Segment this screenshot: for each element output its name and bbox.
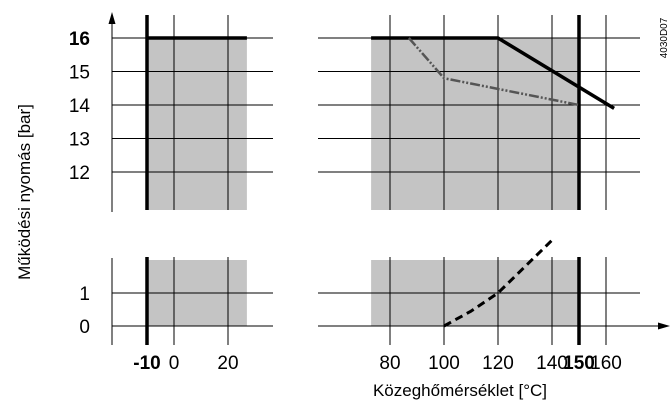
series-line-dashed-3 bbox=[443, 239, 554, 328]
y-tick-label: 14 bbox=[69, 96, 91, 117]
y-axis-arrow bbox=[108, 12, 116, 24]
data-series bbox=[147, 36, 616, 328]
x-tick-label: 150 bbox=[563, 353, 595, 374]
x-tick-label: 80 bbox=[379, 353, 400, 374]
shaded-region-1 bbox=[371, 38, 579, 210]
shaded-areas bbox=[147, 38, 579, 326]
shaded-region-0 bbox=[147, 38, 247, 210]
y-tick-label: 1 bbox=[79, 284, 90, 305]
x-tick-label: 140 bbox=[536, 353, 568, 374]
axes bbox=[108, 12, 670, 345]
series-line-dash-dot-2 bbox=[407, 37, 580, 107]
y-tick-label: 16 bbox=[69, 29, 90, 50]
x-tick-label: 160 bbox=[590, 353, 622, 374]
y-tick-label: 13 bbox=[69, 130, 90, 151]
x-tick-label: -10 bbox=[133, 353, 160, 374]
x-tick-label: 20 bbox=[217, 353, 238, 374]
y-axis-title: Működési nyomás [bar] bbox=[15, 104, 34, 280]
x-axis-title: Közeghőmérséklet [°C] bbox=[373, 381, 547, 400]
x-tick-label: 120 bbox=[482, 353, 514, 374]
y-tick-label: 12 bbox=[69, 163, 90, 184]
x-axis-arrow bbox=[658, 322, 670, 330]
series-line-solid-1 bbox=[371, 36, 616, 110]
x-tick-label: 0 bbox=[169, 353, 180, 374]
x-tick-label: 100 bbox=[428, 353, 460, 374]
y-tick-label: 0 bbox=[79, 317, 90, 338]
y-tick-label: 15 bbox=[69, 63, 90, 84]
figure-code: 4030D07 bbox=[659, 17, 670, 58]
